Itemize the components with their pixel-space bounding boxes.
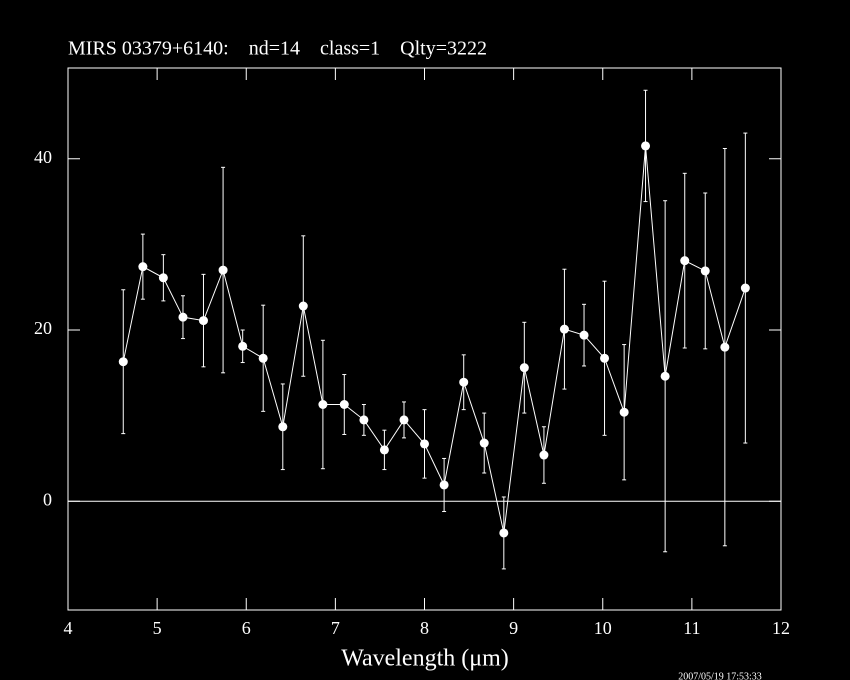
data-point [700,266,710,276]
plot-frame [67,67,782,611]
data-point [138,262,148,272]
data-point [379,445,389,455]
data-point [680,256,690,266]
x-tick-label: 6 [242,618,251,638]
data-point [579,330,589,340]
data-point [479,438,489,448]
y-tick-label: 40 [34,147,52,167]
data-point [559,324,569,334]
y-tick-label: 20 [34,318,52,338]
data-point [258,353,268,363]
timestamp: 2007/05/19 17:53:33 [678,671,762,680]
chart-title: MIRS 03379+6140: nd=14 class=1 Qlty=3222 [68,38,487,60]
data-point [218,265,228,275]
data-point [238,341,248,351]
data-point [660,371,670,381]
data-point [499,528,509,538]
data-line [122,145,746,534]
y-tick-label: 0 [43,489,52,509]
data-point [118,357,128,367]
x-tick-label: 7 [331,618,340,638]
data-point [158,273,168,283]
data-point [178,312,188,322]
data-point [198,316,208,326]
data-point [420,439,429,449]
x-tick-label: 11 [683,618,700,638]
x-axis-label: Wavelength (μm) [341,646,509,672]
data-point [399,415,409,425]
x-tick-label: 10 [594,618,612,638]
data-point [298,301,308,311]
data-point [641,141,651,151]
data-point [359,415,369,425]
data-point [278,422,288,432]
data-point [720,342,730,352]
x-tick-label: 12 [772,618,790,638]
data-point [339,400,349,410]
data-point [439,480,449,490]
data-point [459,377,469,387]
data-point [740,283,750,293]
data-point [318,400,328,410]
data-point [600,353,610,363]
data-point [519,363,529,373]
data-point [619,407,629,417]
x-tick-label: 4 [64,618,73,638]
data-point [539,450,549,460]
x-tick-label: 9 [509,618,518,638]
x-tick-label: 5 [153,618,162,638]
x-tick-label: 8 [420,618,429,638]
